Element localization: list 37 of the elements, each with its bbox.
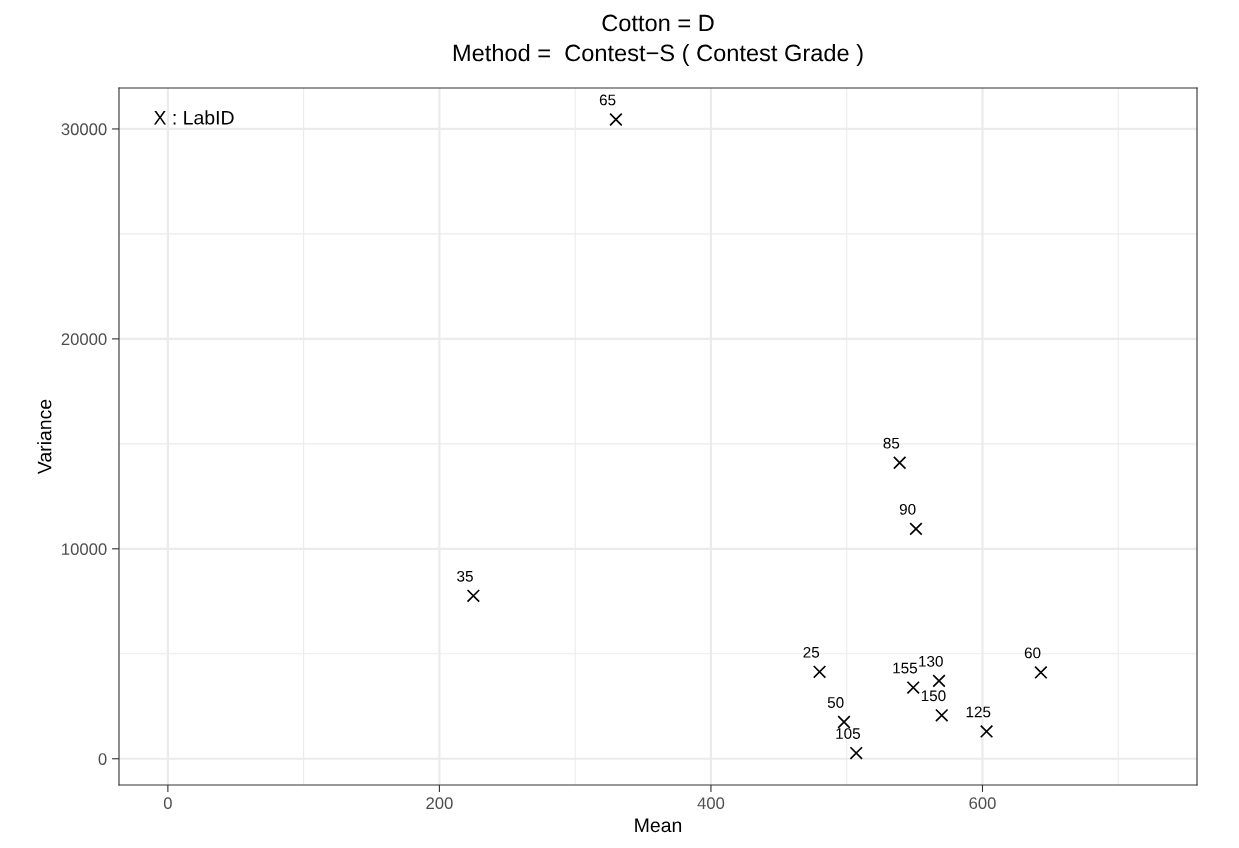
annotation: 35 [457, 570, 473, 582]
chart-title: Cotton = D [602, 14, 714, 32]
point [893, 456, 907, 470]
annotation: 155 [893, 662, 918, 674]
x-tick-label: 400 [697, 797, 725, 810]
point [909, 522, 923, 536]
annotation: 65 [599, 94, 616, 106]
annotation: 25 [803, 646, 820, 658]
point [935, 708, 949, 722]
annotation: X : LabID [153, 110, 234, 125]
x-tick-label: 600 [969, 797, 996, 810]
chart-subtitle: Method = Contest−S ( Contest Grade ) [453, 44, 863, 66]
annotation: 85 [883, 437, 900, 449]
y-axis-title: Variance [37, 399, 52, 475]
annotation: 90 [899, 503, 916, 515]
point [849, 746, 863, 760]
point [812, 665, 827, 679]
y-tick-label: 10000 [62, 543, 107, 556]
x-axis-title: Mean [635, 818, 682, 833]
point [837, 715, 851, 729]
annotation: 60 [1024, 647, 1041, 659]
point [466, 589, 481, 603]
annotation: 130 [919, 655, 943, 667]
x-tick-label: 0 [163, 797, 172, 810]
point [1034, 665, 1048, 680]
y-tick-label: 20000 [61, 333, 107, 346]
annotation: 50 [827, 697, 844, 708]
y-tick-label: 0 [98, 753, 107, 765]
annotation: 125 [966, 706, 991, 718]
point [979, 724, 994, 739]
point [609, 112, 623, 127]
point [906, 680, 920, 695]
annotation: 150 [921, 690, 946, 702]
y-tick-label: 30000 [61, 123, 107, 136]
annotation: 105 [836, 728, 860, 739]
point [932, 674, 946, 688]
x-tick-label: 200 [426, 797, 453, 810]
